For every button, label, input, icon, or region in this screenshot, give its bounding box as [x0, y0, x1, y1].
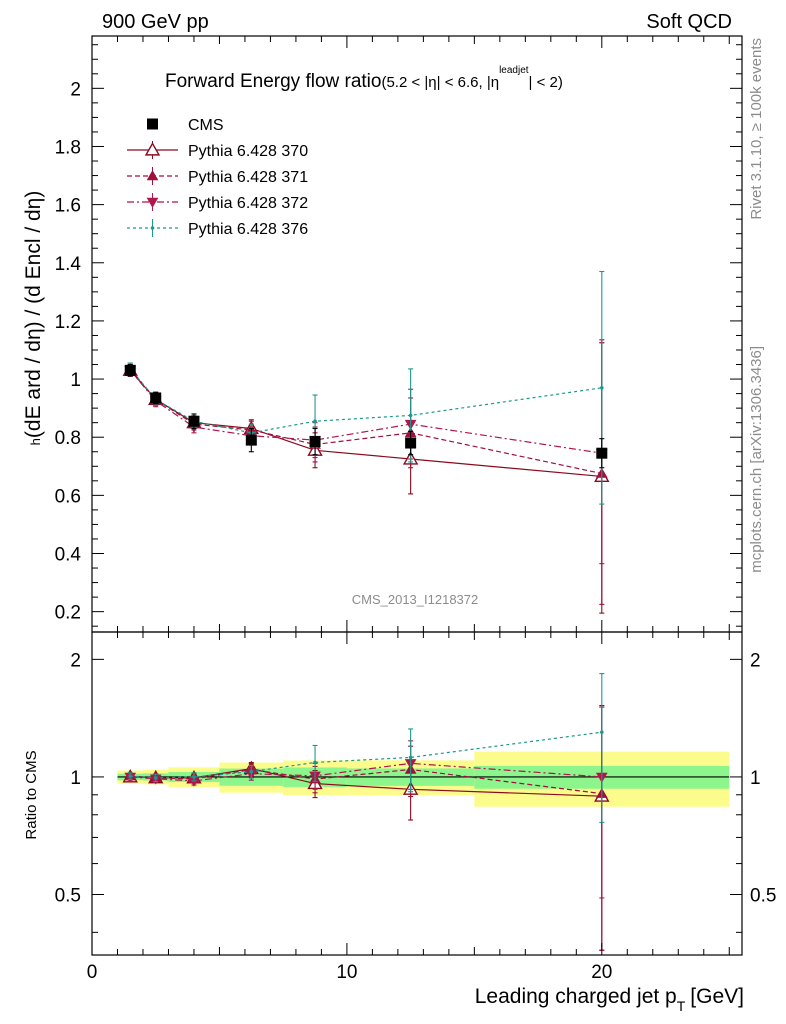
x-tick-label: 20 — [591, 962, 612, 983]
y-tick-label-main: 0.4 — [55, 545, 82, 566]
legend-label: CMS — [188, 117, 224, 134]
series-1 — [124, 342, 608, 951]
data-point — [153, 776, 158, 780]
y-tick-label-ratio: 2 — [70, 650, 81, 671]
data-point — [188, 415, 200, 427]
data-point — [188, 776, 200, 787]
series-line-main — [129, 368, 602, 475]
ratio-plot-frame — [91, 631, 743, 956]
series-3 — [127, 270, 605, 823]
y-tick-label-ratio: 1 — [70, 768, 81, 789]
y-tick-label-ratio-right: 2 — [750, 650, 761, 671]
data-point — [249, 769, 254, 774]
data-point — [313, 760, 317, 765]
data-point — [309, 436, 321, 448]
legend-label: Pythia 6.428 372 — [188, 195, 308, 212]
y-axis-label-main-text: (dE ard / dη) / (d Encl / dη) — [22, 191, 45, 438]
data-point — [144, 142, 161, 156]
x-axis-label-sub: T — [677, 998, 686, 1014]
legend-entry-0: CMS — [147, 117, 224, 134]
data-point — [600, 730, 604, 734]
axes-layer — [91, 35, 743, 956]
chart-title: Forward Energy flow ratio(5.2 < |η| < 6.… — [165, 65, 563, 92]
y-tick-label-main: 0.8 — [55, 428, 81, 449]
y-tick-label-main: 1.2 — [55, 312, 81, 333]
y-tick-label-main: 0.2 — [55, 603, 81, 624]
y-tick-label-main: 1 — [70, 370, 81, 391]
y-tick-label-main: 2 — [70, 79, 81, 100]
side-label-mcplots: mcplots.cern.ch [arXiv:1306.3436] — [748, 346, 765, 573]
data-point — [596, 447, 608, 459]
y-tick-label-ratio-right: 1 — [750, 768, 761, 789]
legend: CMS Pythia 6.428 370 Pythia 6.428 371 Pythi… — [127, 117, 308, 238]
series-line-main — [129, 369, 602, 478]
data-point — [150, 226, 155, 230]
data-point — [245, 434, 257, 446]
y-tick-label-main: 0.6 — [55, 486, 81, 507]
chart-title-condition-end: | < 2) — [529, 74, 563, 91]
data-point — [600, 385, 604, 390]
analysis-watermark: CMS_2013_I1218372 — [352, 592, 479, 607]
data-point — [408, 755, 413, 760]
y-axis-label-main-sup: h — [28, 438, 43, 445]
chart-title-main: Forward Energy flow ratio — [165, 71, 381, 92]
y-tick-label-ratio: 0.5 — [55, 886, 81, 907]
y-tick-label-main: 1.4 — [55, 254, 82, 275]
data-point — [150, 392, 162, 404]
data-point — [146, 197, 159, 208]
data-point — [124, 364, 136, 376]
chart-title-condition-sup: leadjet — [499, 65, 529, 76]
y-tick-label-main: 1.6 — [55, 196, 81, 217]
header-left: 900 GeV pp — [102, 11, 209, 33]
x-axis-label: Leading charged jet pT [GeV] — [475, 985, 744, 1014]
x-tick-label: 0 — [87, 962, 98, 983]
side-label-rivet: Rivet 3.1.10, ≥ 100k events — [748, 38, 765, 220]
data-point — [313, 419, 317, 424]
x-axis-label-text: Leading charged jet p — [475, 985, 677, 1008]
legend-label: Pythia 6.428 371 — [188, 169, 308, 186]
ticks-layer: 0 10 20 0.2 0.4 0.6 0.8 1 1.2 1.4 1.6 1.8 2 0.5 0.5 1 1 2… — [55, 36, 776, 983]
x-axis-label-unit: [GeV] — [690, 985, 744, 1008]
y-tick-label-ratio-right: 0.5 — [750, 886, 776, 907]
data-point — [408, 413, 413, 418]
legend-entry-2: Pythia 6.428 371 — [127, 167, 308, 186]
y-axis-label-ratio: Ratio to CMS — [23, 750, 40, 839]
series-line-main — [129, 369, 602, 454]
data-point — [405, 437, 417, 449]
legend-entry-4: Pythia 6.428 376 — [127, 219, 308, 238]
y-axis-label-main: h(dE ard / dη) / (d Encl / dη) — [22, 191, 45, 446]
legend-label: Pythia 6.428 376 — [188, 221, 308, 238]
data-point — [192, 775, 196, 779]
series-data — [124, 363, 608, 469]
chart-title-condition: (5.2 < |η| < 6.6, |η — [381, 74, 499, 91]
x-tick-label: 10 — [336, 962, 357, 983]
series-layer — [122, 270, 610, 951]
legend-entry-3: Pythia 6.428 372 — [127, 193, 308, 212]
data-point — [128, 774, 133, 778]
y-tick-label-main: 1.8 — [55, 137, 81, 158]
data-point — [147, 118, 158, 130]
legend-entry-1: Pythia 6.428 370 — [127, 141, 308, 160]
data-point — [146, 170, 159, 181]
legend-label: Pythia 6.428 370 — [188, 143, 308, 160]
header-right: Soft QCD — [646, 11, 732, 33]
